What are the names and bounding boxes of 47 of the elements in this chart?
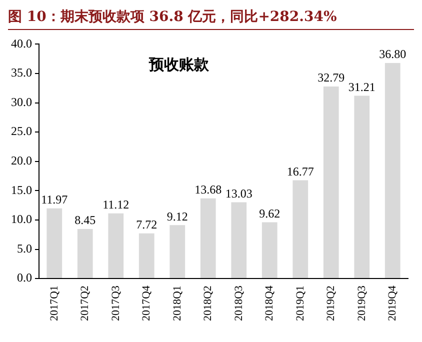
bar bbox=[292, 180, 308, 278]
y-tick-label: 40.0 bbox=[11, 36, 32, 50]
y-tick-label: 5.0 bbox=[17, 241, 32, 256]
data-label: 9.62 bbox=[259, 206, 280, 220]
x-tick-label: 2018Q4 bbox=[264, 285, 276, 322]
data-label: 13.03 bbox=[225, 186, 252, 200]
bar bbox=[138, 233, 154, 278]
y-tick-label: 35.0 bbox=[11, 66, 32, 80]
bar bbox=[108, 213, 124, 278]
bar bbox=[384, 62, 400, 278]
bar bbox=[323, 86, 339, 278]
y-tick-label: 15.0 bbox=[11, 182, 32, 197]
x-tick-label: 2018Q2 bbox=[202, 286, 214, 322]
y-tick-label: 25.0 bbox=[11, 124, 32, 138]
data-label: 31.21 bbox=[348, 80, 376, 94]
x-tick-label: 2019Q3 bbox=[356, 285, 368, 322]
data-label: 32.79 bbox=[318, 70, 345, 85]
bar bbox=[170, 225, 186, 278]
x-tick-label: 2018Q3 bbox=[232, 285, 245, 322]
x-tick-label: 2019Q1 bbox=[294, 286, 306, 322]
x-tick-label: 2019Q2 bbox=[325, 286, 338, 322]
data-label: 13.68 bbox=[194, 182, 222, 197]
bar bbox=[46, 208, 62, 278]
data-label: 16.77 bbox=[286, 164, 314, 178]
bar bbox=[354, 96, 370, 278]
bar bbox=[200, 198, 216, 278]
data-label: 36.80 bbox=[379, 47, 406, 62]
x-tick-label: 2018Q1 bbox=[171, 286, 184, 322]
data-label: 9.12 bbox=[166, 209, 188, 224]
data-label: 7.72 bbox=[136, 217, 158, 232]
bar bbox=[262, 222, 278, 278]
annotation: 预收账款 bbox=[148, 56, 210, 74]
y-tick-label: 10.0 bbox=[11, 212, 32, 226]
data-label: 8.45 bbox=[74, 213, 96, 228]
data-label: 11.12 bbox=[102, 198, 130, 212]
x-tick-label: 2017Q2 bbox=[79, 286, 92, 322]
x-tick-label: 2017Q1 bbox=[48, 286, 60, 322]
x-tick-label: 2019Q4 bbox=[386, 285, 399, 322]
y-tick-label: 0.0 bbox=[17, 270, 32, 285]
bar bbox=[231, 202, 247, 278]
bar bbox=[77, 229, 93, 278]
y-tick-label: 30.0 bbox=[11, 94, 32, 109]
x-tick-label: 2017Q4 bbox=[140, 285, 153, 322]
chart-title: 图 10：期末预收款项 36.8 亿元，同比+282.34% bbox=[8, 8, 414, 30]
data-label: 11.97 bbox=[41, 192, 68, 207]
y-tick-label: 20.0 bbox=[11, 154, 32, 168]
x-tick-label: 2017Q3 bbox=[110, 285, 122, 322]
